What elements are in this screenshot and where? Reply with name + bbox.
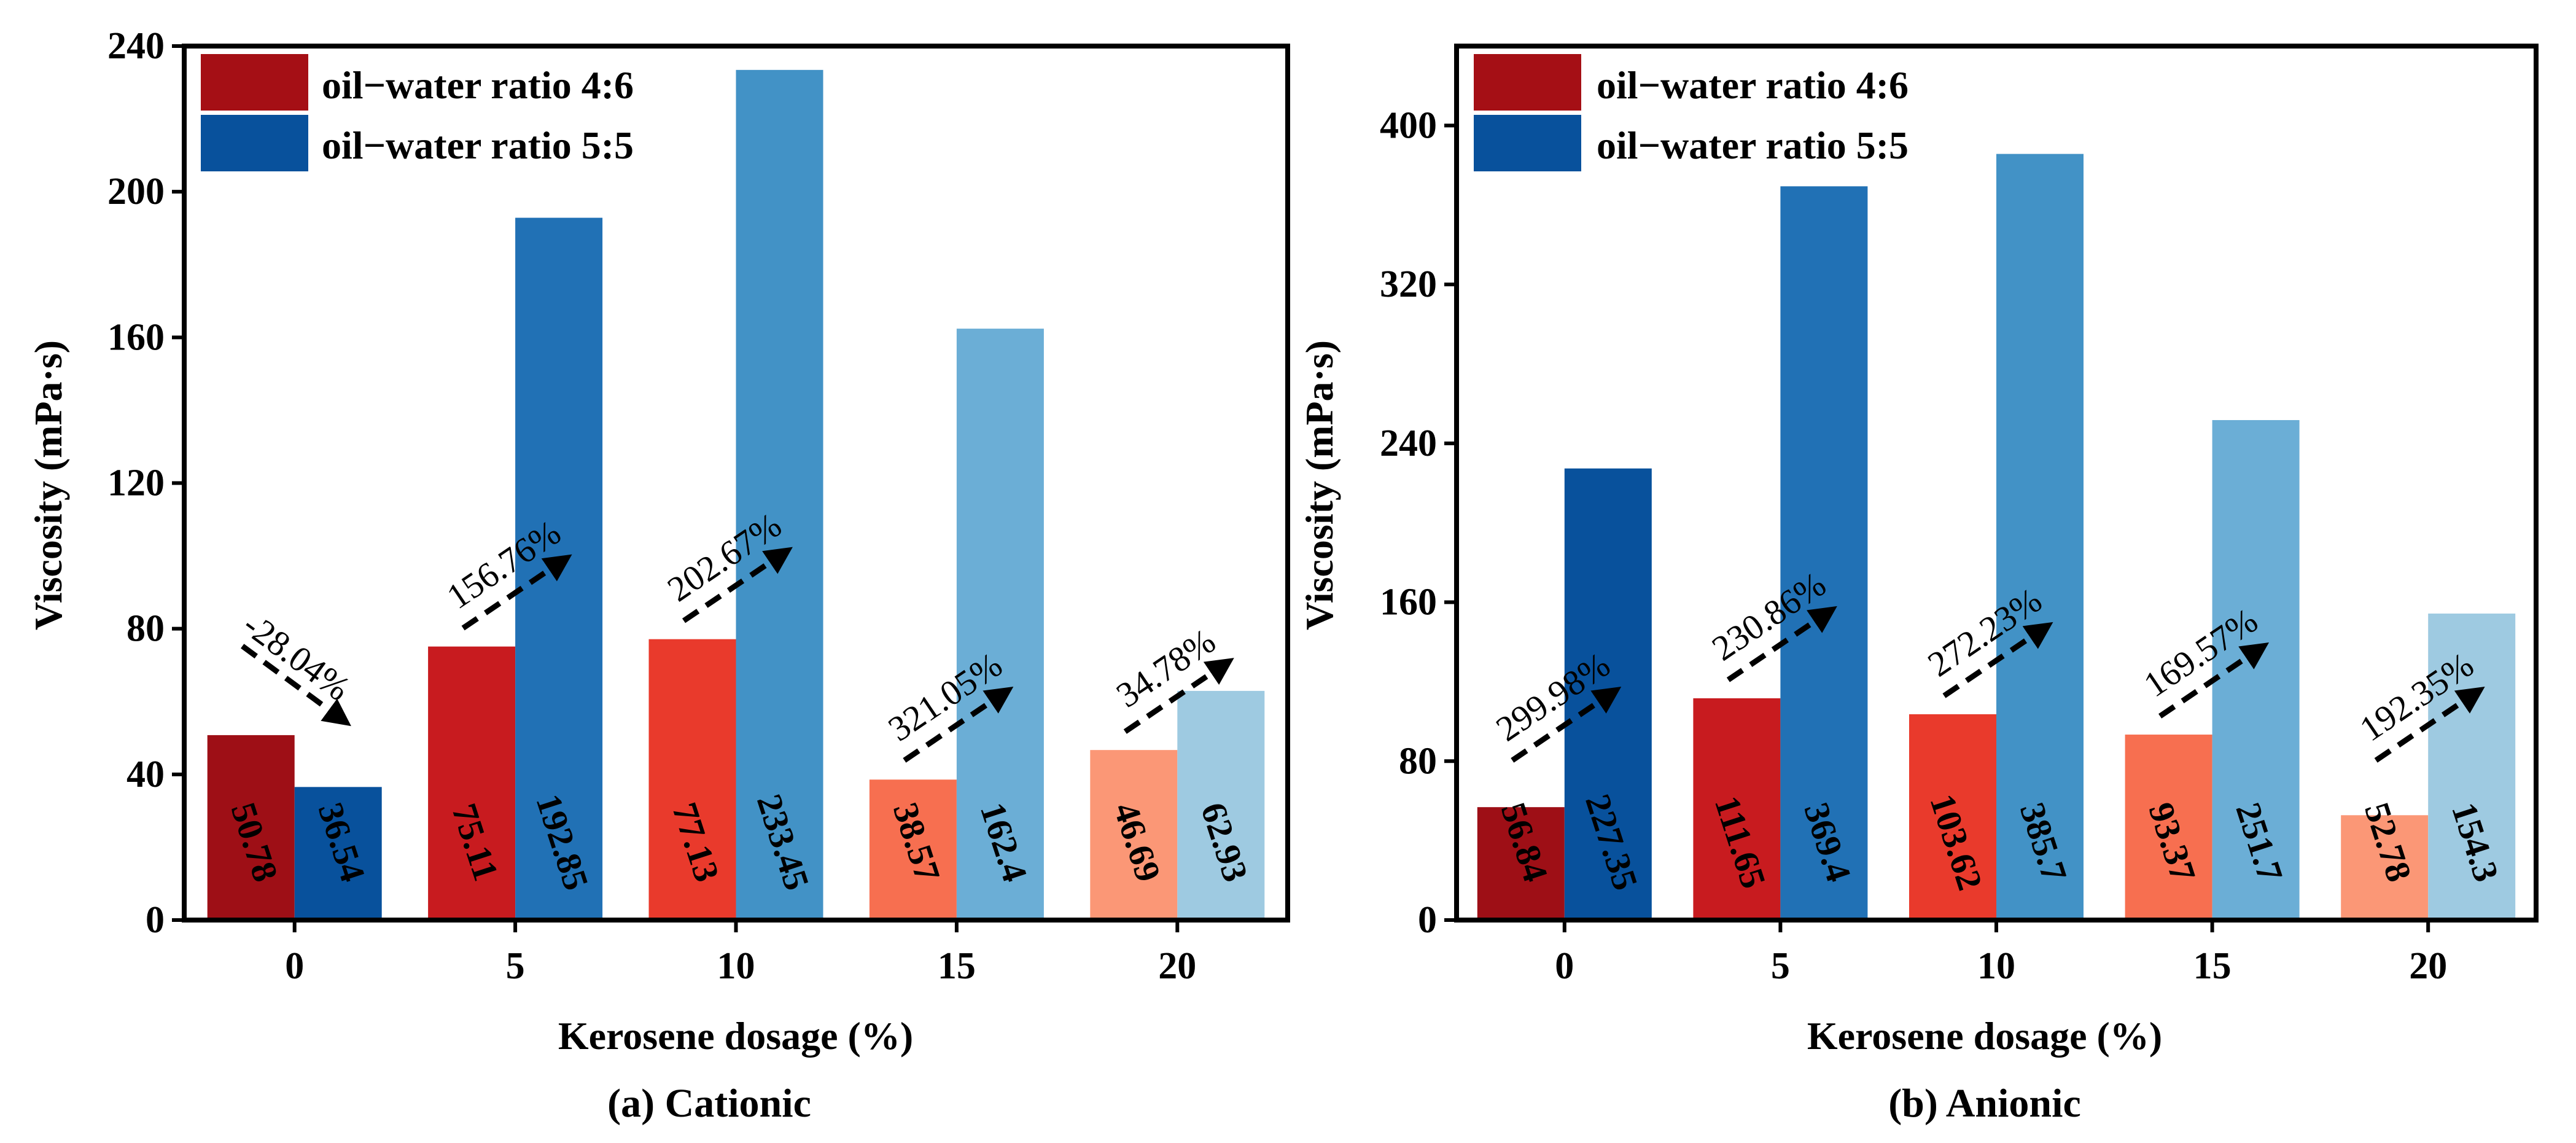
bar-4-6-5 (1693, 698, 1781, 920)
change-arrow (903, 686, 1014, 763)
bar-5-5-15 (956, 329, 1044, 920)
change-arrow (1511, 686, 1622, 763)
y-axis-label: Viscosity (mPa·s) (1298, 340, 1341, 630)
panel-caption: (b) Anionic (1888, 1081, 2081, 1126)
x-tick-label: 15 (2193, 945, 2232, 987)
legend-swatch-5-5 (1474, 115, 1581, 171)
y-tick-label: 0 (146, 899, 165, 941)
bar-5-5-5 (1780, 186, 1868, 921)
change-arrow (241, 644, 351, 727)
bar-4-6-0 (207, 735, 295, 920)
legend-label-5-5: oil−water ratio 5:5 (322, 123, 634, 167)
legend: oil−water ratio 4:6 oil−water ratio 5:5 (201, 54, 634, 171)
bar-4-6-20 (2341, 815, 2429, 920)
legend-swatch-4-6 (1474, 54, 1581, 111)
bar-4-6-0 (1477, 807, 1565, 920)
y-tick-label: 200 (107, 171, 165, 213)
bar-4-6-15 (2125, 735, 2212, 920)
x-tick-label: 0 (1555, 945, 1574, 987)
bar-4-6-20 (1090, 750, 1178, 920)
bar-4-6-10 (648, 639, 736, 920)
x-axis-label: Kerosene dosage (%) (558, 1014, 913, 1058)
y-tick-label: 160 (107, 316, 165, 358)
change-arrow (461, 554, 572, 631)
x-tick-label: 10 (717, 945, 755, 987)
change-arrow (1726, 606, 1837, 682)
y-tick-label: 120 (107, 462, 165, 504)
panel-caption: (a) Cationic (607, 1081, 811, 1126)
change-arrow (1942, 622, 2053, 698)
legend-label-4-6: oil−water ratio 4:6 (1597, 63, 1909, 107)
x-tick-label: 0 (285, 945, 304, 987)
bar-4-6-5 (428, 646, 516, 920)
x-tick-label: 20 (2409, 945, 2447, 987)
bar-5-5-10 (736, 69, 823, 920)
bar-5-5-20 (1177, 690, 1265, 920)
bar-4-6-15 (869, 779, 957, 920)
bar-5-5-0 (294, 787, 382, 920)
legend-label-4-6: oil−water ratio 4:6 (322, 63, 634, 107)
x-tick-label: 15 (938, 945, 976, 987)
plot-frame (1454, 44, 2539, 923)
x-tick-label: 20 (1158, 945, 1196, 987)
y-tick-label: 80 (1399, 740, 1437, 782)
x-tick-label: 10 (1977, 945, 2015, 987)
bar-4-6-10 (1909, 714, 1996, 920)
panel-b-anionic: 56.84 227.35 111.65 369.4 103.62 385.7 93.37 25… (1298, 44, 2539, 1126)
y-tick-label: 80 (126, 608, 165, 650)
y-axis-label: Viscosity (mPa·s) (26, 340, 70, 630)
change-arrow (2374, 686, 2485, 763)
legend-swatch-5-5 (201, 115, 308, 171)
bar-5-5-10 (1996, 154, 2084, 921)
x-tick-label: 5 (506, 945, 525, 987)
x-axis-label: Kerosene dosage (%) (1807, 1014, 2162, 1058)
y-tick-label: 240 (107, 25, 165, 67)
y-tick-label: 240 (1380, 423, 1437, 464)
legend: oil−water ratio 4:6 oil−water ratio 5:5 (1474, 54, 1909, 171)
x-tick-label: 5 (1771, 945, 1790, 987)
y-tick-label: 0 (1418, 899, 1437, 941)
change-arrow (682, 547, 793, 623)
bar-5-5-20 (2428, 613, 2516, 920)
panel-a-cationic: 50.78 36.54 75.11 192.85 77.13 233.45 38.57 162… (26, 25, 1290, 1126)
change-arrow (1123, 658, 1234, 734)
plot-frame (182, 44, 1290, 923)
y-tick-label: 40 (126, 754, 165, 795)
y-tick-label: 320 (1380, 263, 1437, 305)
change-arrow (2158, 642, 2270, 719)
y-tick-label: 160 (1380, 582, 1437, 623)
legend-swatch-4-6 (201, 54, 308, 111)
y-tick-label: 400 (1380, 104, 1437, 146)
legend-label-5-5: oil−water ratio 5:5 (1597, 123, 1909, 167)
